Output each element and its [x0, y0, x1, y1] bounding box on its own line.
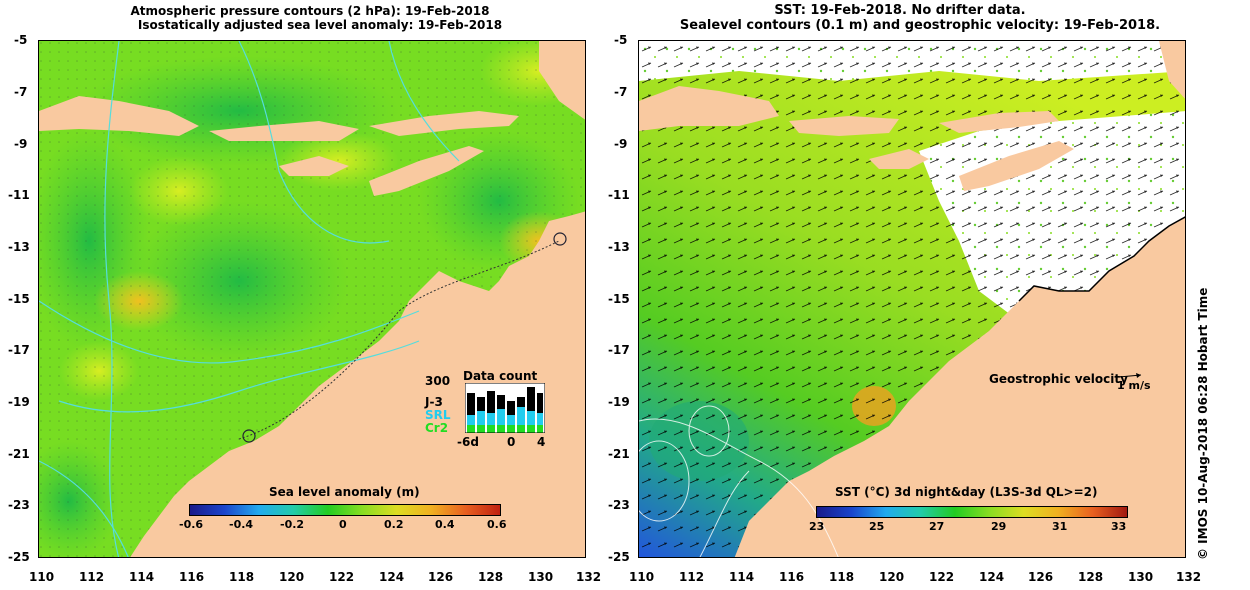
left-map-svg: [39, 41, 585, 557]
inset-bars: [467, 387, 543, 433]
australia-land-right: [734, 217, 1185, 557]
island-timor: [369, 146, 484, 196]
left-title-line1: Atmospheric pressure contours (2 hPa): 1…: [130, 4, 490, 18]
inset-x-label-end: 4: [537, 435, 546, 449]
sealevel-contours: [639, 405, 839, 557]
tide-gauge-marker-2: [553, 232, 567, 246]
right-title-line2: Sealevel contours (0.1 m) and geostrophi…: [679, 18, 1161, 33]
island-ne-right: [1159, 41, 1185, 99]
right-colorbar-title: SST (°C) 3d night&day (L3S-3d QL>=2): [835, 485, 1098, 499]
pressure-contours: [39, 41, 460, 557]
right-map-svg: [639, 41, 1185, 557]
island-java-right: [639, 86, 779, 131]
island-flores-right: [939, 111, 1059, 133]
right-colorbar: [816, 506, 1128, 518]
tide-gauge-marker-1: [242, 429, 256, 443]
left-title-line2: Isostatically adjusted sea level anomaly…: [137, 18, 503, 32]
island-flores: [369, 111, 519, 136]
inset-y-top: 300: [425, 374, 451, 388]
island-sumba-right: [869, 149, 929, 169]
left-colorbar-title: Sea level anomaly (m): [269, 485, 420, 499]
velocity-scale-arrow: [1118, 373, 1142, 378]
inset-x-label-start: -6d: [457, 435, 479, 449]
dark-coast-edge: [1018, 216, 1185, 302]
right-map-sst: Geostrophic velocity 1 m/s SST (°C) 3d n…: [638, 40, 1186, 558]
inset-legend-srl: SRL: [425, 408, 451, 422]
right-title-line1: SST: 19-Feb-2018. No drifter data.: [774, 3, 1026, 18]
island-java: [39, 96, 199, 136]
inset-title: Data count: [463, 369, 538, 383]
inset-bar-chart: [465, 383, 545, 433]
inset-legend-cr2: Cr2: [425, 421, 449, 435]
left-map-sea-level: Sea level anomaly (m) -0.6 -0.4 -0.2 0 0…: [38, 40, 586, 558]
australia-land: [130, 211, 585, 557]
coastal-dotted-line: [238, 240, 560, 440]
inset-x-label-zero: 0: [507, 435, 516, 449]
inset-legend-j3: J-3: [425, 395, 443, 409]
velocity-scale-label: 1 m/s: [1117, 379, 1151, 392]
island-sumba: [279, 156, 349, 176]
left-colorbar-ticks: -0.6 -0.4 -0.2 0 0.2 0.4 0.6: [179, 518, 507, 531]
left-colorbar: [189, 504, 501, 516]
right-colorbar-ticks: 23 25 27 29 31 33: [809, 520, 1127, 533]
imos-credit: © IMOS 10-Aug-2018 06:28 Hobart Time: [1196, 287, 1210, 560]
velocity-label: Geostrophic velocity: [989, 372, 1128, 386]
island-bali-lombok: [209, 121, 359, 141]
island-timor-right: [959, 141, 1074, 191]
island-bali-right: [789, 116, 899, 136]
island-north-east: [539, 41, 585, 120]
